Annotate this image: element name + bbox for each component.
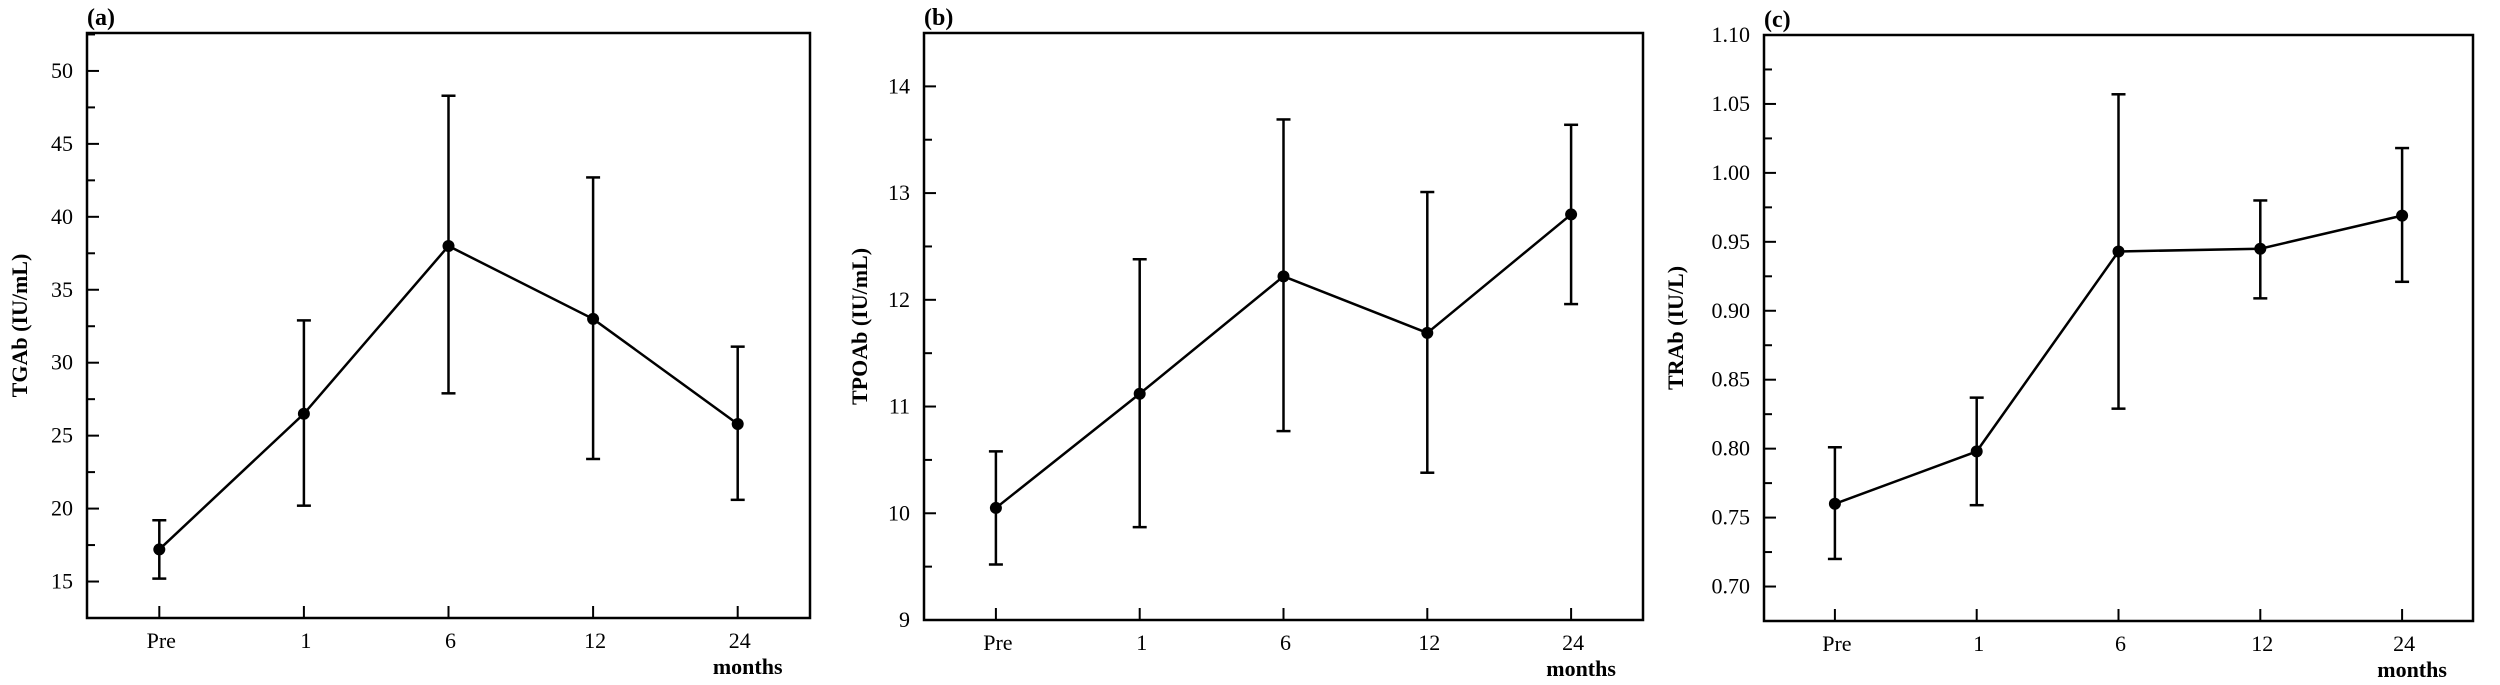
- x-tick-label: Pre: [147, 628, 176, 653]
- y-tick-label: 0.90: [1712, 298, 1751, 323]
- data-point: [587, 312, 600, 325]
- y-tick-label: 12: [888, 287, 910, 312]
- x-axis-unit-label: months: [713, 654, 783, 679]
- data-point: [2112, 245, 2125, 258]
- panel-label: (b): [924, 5, 953, 31]
- data-point: [153, 543, 166, 556]
- y-tick-label: 13: [888, 180, 910, 205]
- y-axis-label: TRAb (IU/L): [1663, 266, 1688, 390]
- x-axis-unit-label: months: [2377, 657, 2447, 682]
- x-tick-label: 24: [729, 628, 751, 653]
- panel-a: (a) TGAb (IU/mL) months 15 20 25 30 35 40 45 50…: [7, 5, 812, 679]
- y-tick-label: 14: [888, 73, 910, 98]
- y-tick-label: 0.80: [1712, 436, 1751, 461]
- y-tick-label: 10: [888, 500, 910, 525]
- y-axis-label: TGAb (IU/mL): [7, 254, 32, 398]
- data-point: [1828, 497, 1841, 510]
- x-tick-label: 6: [2115, 631, 2126, 656]
- y-tick-label: 40: [51, 204, 73, 229]
- data-point: [1277, 270, 1290, 283]
- x-tick-label: 1: [1973, 631, 1984, 656]
- y-tick-label: 1.00: [1712, 160, 1751, 185]
- y-tick-label: 0.70: [1712, 574, 1751, 599]
- data-point: [297, 407, 310, 420]
- y-tick-label: 1.10: [1712, 22, 1751, 47]
- y-tick-label: 0.75: [1712, 505, 1751, 530]
- y-tick-label: 1.05: [1712, 91, 1751, 116]
- x-tick-label: 1: [300, 628, 311, 653]
- x-tick-label: 12: [584, 628, 606, 653]
- data-point: [2254, 242, 2267, 255]
- y-tick-label: 11: [889, 394, 910, 419]
- data-point: [1970, 445, 1983, 458]
- y-tick-label: 9: [899, 607, 910, 632]
- x-tick-label: 6: [445, 628, 456, 653]
- y-tick-label: 45: [51, 131, 73, 156]
- y-axis-label: TPOAb (IU/mL): [847, 248, 872, 405]
- x-tick-label: 1: [1136, 630, 1147, 655]
- x-tick-label: 12: [1418, 630, 1440, 655]
- x-tick-label: 24: [2393, 631, 2415, 656]
- x-tick-label: 24: [1562, 630, 1584, 655]
- data-point: [442, 239, 455, 252]
- data-point: [1421, 326, 1434, 339]
- panel-b: (b) TPOAb (IU/mL) months 9 10 11 12 13 14 Pre 1…: [847, 5, 1645, 681]
- y-tick-label: 15: [51, 569, 73, 594]
- panel-c: (c) TRAb (IU/L) months 0.70 0.75 0.80 0.85 0…: [1663, 7, 2475, 682]
- x-axis-unit-label: months: [1546, 656, 1616, 681]
- y-tick-label: 50: [51, 58, 73, 83]
- y-tick-label: 20: [51, 496, 73, 521]
- data-point: [2396, 209, 2409, 222]
- x-tick-label: 6: [1280, 630, 1291, 655]
- y-tick-label: 0.95: [1712, 229, 1751, 254]
- x-tick-label: Pre: [983, 630, 1012, 655]
- panel-label: (c): [1764, 7, 1791, 33]
- data-point: [1565, 208, 1578, 221]
- x-tick-label: 12: [2251, 631, 2273, 656]
- y-tick-label: 35: [51, 277, 73, 302]
- data-point: [731, 417, 744, 430]
- y-tick-label: 0.85: [1712, 367, 1751, 392]
- x-tick-label: Pre: [1822, 631, 1851, 656]
- y-tick-label: 25: [51, 423, 73, 448]
- panel-label: (a): [87, 5, 115, 31]
- y-tick-label: 30: [51, 350, 73, 375]
- data-point: [989, 501, 1002, 514]
- data-point: [1133, 387, 1146, 400]
